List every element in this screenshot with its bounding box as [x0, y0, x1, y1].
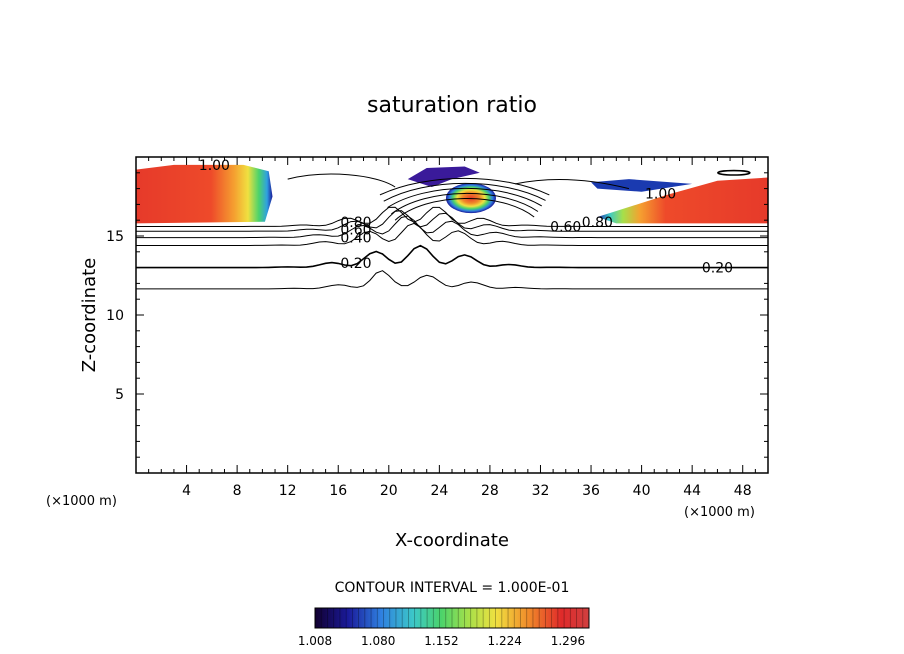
contour-line [387, 187, 543, 208]
y-tick-label: 5 [115, 387, 124, 403]
region-left [136, 164, 273, 224]
contour-label: 0.20 [340, 256, 371, 272]
region-right-top [591, 179, 693, 192]
x-tick-label: 36 [582, 483, 600, 499]
x-tick-label: 40 [633, 483, 651, 499]
y-axis: 5 10 15 [106, 172, 768, 458]
x-tick-label: 24 [430, 483, 448, 499]
contour-label: 1.00 [199, 158, 230, 174]
colorbar-tick-label: 1.080 [361, 634, 395, 648]
y-axis-title: Z-coordinate [79, 258, 100, 373]
x-tick-label: 16 [329, 483, 347, 499]
contour-labels: 1.000.800.600.400.200.60 0.801.000.20 [199, 158, 733, 277]
colorbar-tick-label: 1.008 [298, 634, 332, 648]
contour-label: 0.20 [702, 261, 733, 277]
colorbar-tick-label: 1.296 [551, 634, 585, 648]
colorbar-tick-label: 1.224 [488, 634, 522, 648]
x-tick-label: 20 [380, 483, 398, 499]
contour-label: 0.60 [340, 223, 371, 239]
contour-line [383, 182, 546, 202]
contour-line [136, 270, 768, 290]
colorbar-tick-label: 1.152 [424, 634, 458, 648]
y-tick-label: 15 [106, 229, 124, 245]
contour-line [136, 222, 768, 246]
y-tick-label: 10 [106, 308, 124, 324]
x-tick-label: 12 [279, 483, 297, 499]
colorbar [314, 607, 590, 629]
x-tick-label: 32 [532, 483, 550, 499]
contour-label: 0.40 [340, 231, 371, 247]
contour-line [136, 206, 768, 227]
x-tick-label: 48 [734, 483, 752, 499]
x-tick-label: 4 [182, 483, 191, 499]
contour-label: 0.80 [340, 215, 371, 231]
x-tick-label: 8 [233, 483, 242, 499]
contour-line [717, 169, 751, 176]
contour-line [287, 173, 396, 188]
contour-line [136, 244, 768, 269]
contour-line [394, 198, 535, 221]
contour-interval-label: CONTOUR INTERVAL = 1.000E-01 [335, 580, 570, 596]
contour-line [136, 215, 768, 239]
contour-line [379, 177, 550, 196]
contour-line [391, 192, 539, 215]
chart-title: saturation ratio [367, 93, 537, 118]
region-top-center [407, 166, 480, 188]
x-tick-label: 28 [481, 483, 499, 499]
x-unit-left: (×1000 m) [46, 494, 117, 509]
x-tick-label: 44 [683, 483, 701, 499]
region-right [597, 177, 768, 224]
contour-label: 1.00 [645, 186, 676, 202]
contour-line [515, 178, 630, 190]
contour-label: 0.60 [550, 220, 581, 236]
contour-lines [136, 169, 768, 290]
contour-label: 0.80 [582, 215, 613, 231]
contour-line [136, 210, 768, 232]
saturation-field [136, 164, 768, 224]
x-axis-title: X-coordinate [395, 530, 509, 551]
x-unit-right: (×1000 m) [684, 505, 755, 520]
x-axis: 4 8 12 16 20 24 28 32 36 40 44 48 [148, 157, 756, 499]
colorbar-ticks: 1.008 1.080 1.152 1.224 1.296 [298, 608, 590, 648]
